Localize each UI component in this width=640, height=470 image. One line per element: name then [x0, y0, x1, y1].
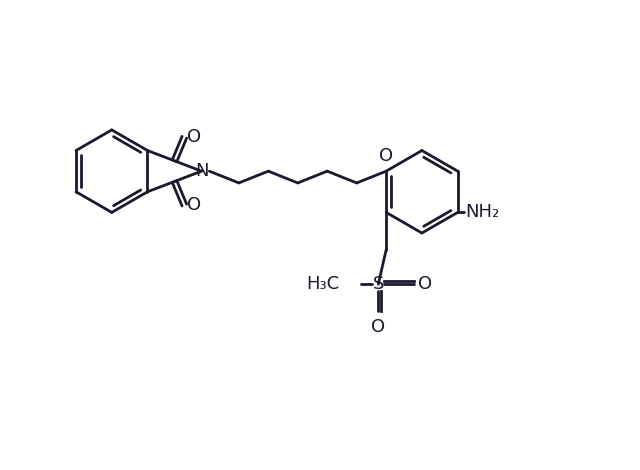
Text: N: N [195, 162, 208, 180]
Text: O: O [188, 196, 202, 214]
Text: O: O [188, 128, 202, 146]
Text: O: O [379, 147, 393, 165]
Text: S: S [372, 275, 384, 293]
Text: O: O [371, 318, 385, 336]
Text: NH₂: NH₂ [465, 204, 500, 221]
Text: H₃C: H₃C [306, 275, 339, 293]
Text: O: O [418, 275, 432, 293]
